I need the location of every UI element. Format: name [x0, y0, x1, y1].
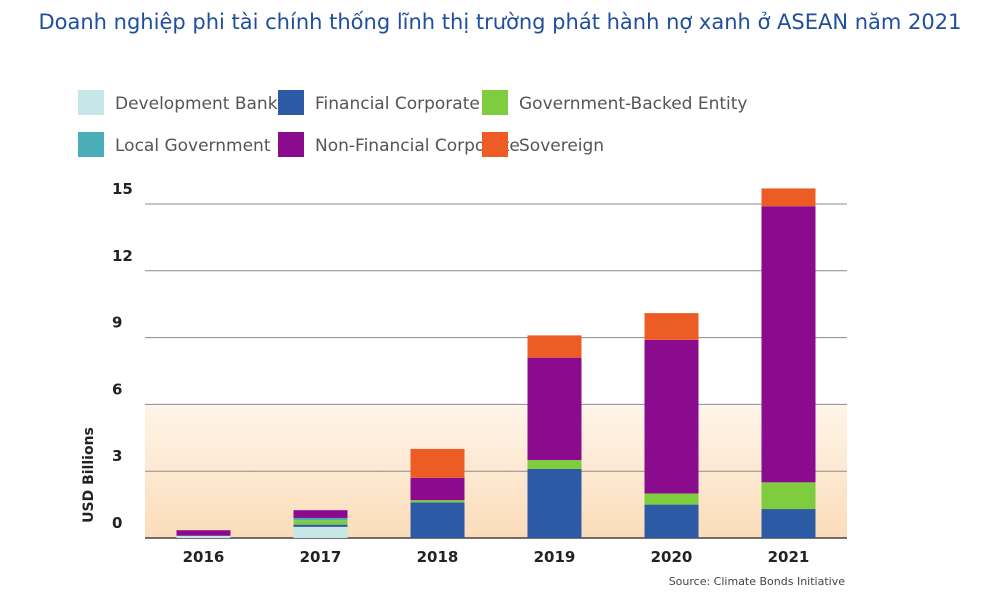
- legend-label: Sovereign: [519, 136, 604, 156]
- bar-segment-non-financial-corporate-2017: [293, 510, 348, 518]
- bar-segment-non-financial-corporate-2019: [527, 357, 582, 461]
- page-title: Doanh nghiệp phi tài chính thống lĩnh th…: [38, 10, 962, 34]
- legend: Development Bank Financial Corporate Gover…: [78, 90, 748, 157]
- legend-swatch: [278, 132, 304, 157]
- legend-swatch: [482, 132, 508, 157]
- legend-label: Local Government: [115, 136, 271, 156]
- bar-segment-non-financial-corporate-2020: [644, 339, 699, 494]
- bar-segment-financial-corporate-2020: [644, 504, 699, 538]
- bar-segment-government-backed-entity-2017: [293, 520, 348, 525]
- bar-segment-financial-corporate-2021: [761, 509, 816, 538]
- bar-segment-financial-corporate-2018: [410, 502, 465, 538]
- legend-label: Development Bank: [115, 94, 278, 114]
- x-tick-label: 2018: [417, 548, 459, 566]
- legend-label: Financial Corporate: [315, 94, 480, 114]
- bar-segment-sovereign-2021: [761, 188, 816, 207]
- legend-swatch: [482, 90, 508, 115]
- x-tick-label: 2016: [183, 548, 225, 566]
- bar-segment-government-backed-entity-2018: [410, 500, 465, 503]
- bar-segment-sovereign-2019: [527, 335, 582, 358]
- x-tick-label: 2017: [300, 548, 342, 566]
- bar-segment-development-bank-2017: [293, 526, 348, 538]
- bar-segment-sovereign-2020: [644, 313, 699, 340]
- bar-segment-sovereign-2018: [410, 448, 465, 478]
- source-note: Source: Climate Bonds Initiative: [669, 575, 846, 588]
- bar-segment-financial-corporate-2019: [527, 468, 582, 538]
- bar-segment-government-backed-entity-2019: [527, 460, 582, 469]
- x-tick-label: 2020: [651, 548, 693, 566]
- legend-swatch: [78, 132, 104, 157]
- x-tick-label: 2021: [768, 548, 810, 566]
- y-tick-label: 0: [112, 514, 122, 532]
- y-tick-label: 15: [112, 180, 133, 198]
- gridlines: [145, 203, 847, 539]
- bar-segment-non-financial-corporate-2018: [410, 477, 465, 501]
- bar-segment-financial-corporate-2017: [293, 524, 348, 527]
- bar-segment-non-financial-corporate-2016: [176, 530, 231, 536]
- y-tick-label: 12: [112, 247, 133, 265]
- y-tick-label: 3: [112, 447, 122, 465]
- x-tick-label: 2019: [534, 548, 576, 566]
- y-tick-labels: 0 3 6 9 12 15: [112, 180, 133, 532]
- bar-segment-development-bank-2016: [176, 535, 231, 538]
- legend-label: Non-Financial Corporate: [315, 136, 520, 156]
- y-tick-label: 6: [112, 380, 122, 398]
- bar-segment-non-financial-corporate-2021: [761, 206, 816, 483]
- bars: [176, 188, 816, 538]
- bar-segment-government-backed-entity-2021: [761, 482, 816, 510]
- y-axis-title: USD Billions: [81, 427, 97, 523]
- y-tick-label: 9: [112, 314, 122, 332]
- x-tick-labels: 2016 2017 2018 2019 2020 2021: [183, 548, 810, 566]
- legend-label: Government-Backed Entity: [519, 94, 748, 114]
- bar-segment-government-backed-entity-2020: [644, 493, 699, 505]
- legend-swatch: [278, 90, 304, 115]
- legend-swatch: [78, 90, 104, 115]
- bar-segment-local-government-2017: [293, 517, 348, 521]
